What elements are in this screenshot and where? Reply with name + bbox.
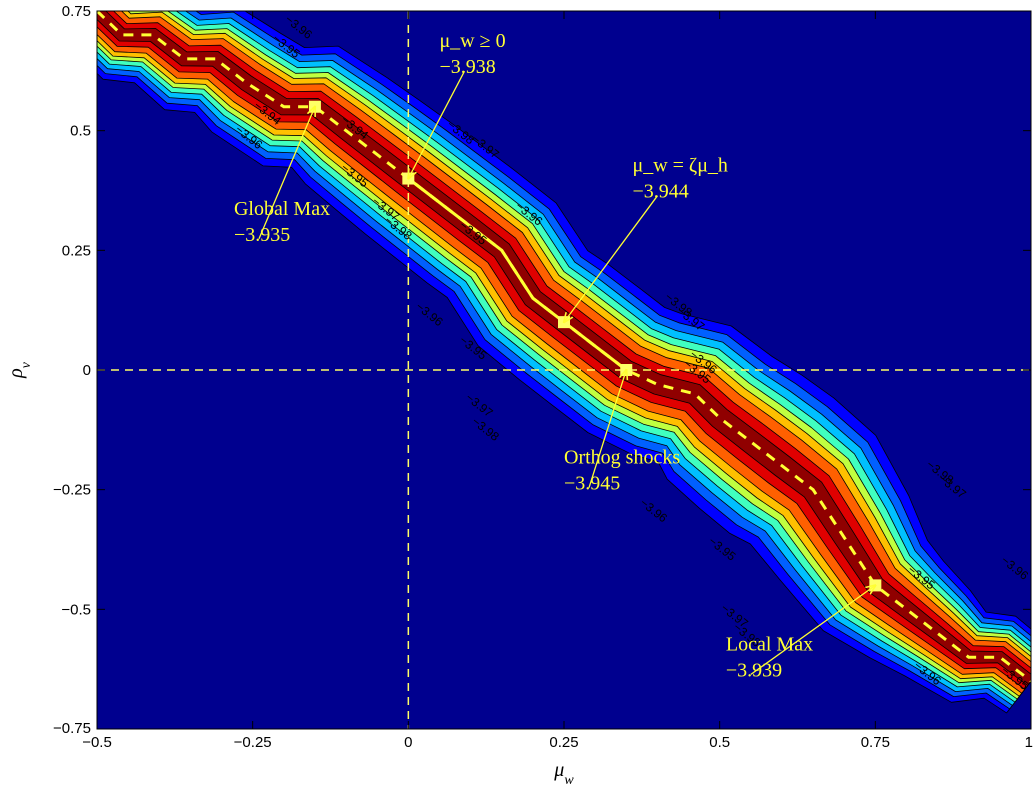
annotation-value: −3.939 bbox=[726, 659, 782, 681]
annotation-arrow bbox=[750, 585, 875, 675]
y-tick-label: 0.5 bbox=[70, 123, 91, 140]
y-tick-label: −0.5 bbox=[61, 601, 91, 618]
x-tick-label: 0.5 bbox=[709, 734, 730, 751]
x-axis-label: μw bbox=[553, 759, 574, 786]
contour-band bbox=[97, 11, 1031, 694]
y-tick-label: 0 bbox=[83, 362, 91, 379]
annotation-value: −3.935 bbox=[234, 224, 290, 246]
annotation-value: −3.944 bbox=[632, 181, 688, 203]
x-tick-label: −0.25 bbox=[234, 734, 272, 751]
ridge-paths bbox=[97, 11, 1031, 683]
annotation-arrow bbox=[564, 195, 659, 322]
x-tick-label: 1 bbox=[1025, 734, 1033, 751]
annotations: μ_w ≥ 0 −3.938 μ_w = ζμ_h −3.944 Global Max −… bbox=[234, 30, 875, 681]
constrained-path-line bbox=[407, 177, 628, 372]
axis-ticks: −0.5 −0.25 0 0.25 0.5 0.75 1 0.75 0.5 0.25 0 −0.25 −… bbox=[53, 3, 1033, 751]
x-tick-label: 0.25 bbox=[549, 734, 578, 751]
annotation-arrow bbox=[408, 70, 466, 178]
contour-band bbox=[97, 11, 1031, 686]
annotation-label: μ_w = ζμ_h bbox=[632, 155, 727, 177]
x-tick-label: −0.5 bbox=[82, 734, 112, 751]
annotation-value: −3.945 bbox=[564, 473, 620, 495]
x-tick-label: 0 bbox=[404, 734, 412, 751]
annotation-value: −3.938 bbox=[439, 56, 495, 78]
y-tick-label: −0.25 bbox=[53, 482, 91, 499]
contour-bands bbox=[97, 11, 1031, 714]
contour-band bbox=[97, 11, 1031, 690]
annotation-arrow bbox=[588, 370, 626, 488]
reference-lines bbox=[97, 11, 1031, 729]
annotation-label: μ_w ≥ 0 bbox=[439, 30, 505, 52]
annotation-arrow bbox=[258, 107, 315, 240]
y-axis-label: ρv bbox=[5, 361, 34, 379]
y-tick-label: 0.75 bbox=[62, 3, 91, 20]
annotation-label: Orthog shocks bbox=[564, 447, 680, 469]
y-tick-label: 0.25 bbox=[62, 242, 91, 259]
annotation-label: Local Max bbox=[726, 633, 813, 655]
annotation-label: Global Max bbox=[234, 198, 330, 220]
y-tick-label: −0.75 bbox=[53, 720, 91, 737]
x-tick-label: 0.75 bbox=[861, 734, 890, 751]
